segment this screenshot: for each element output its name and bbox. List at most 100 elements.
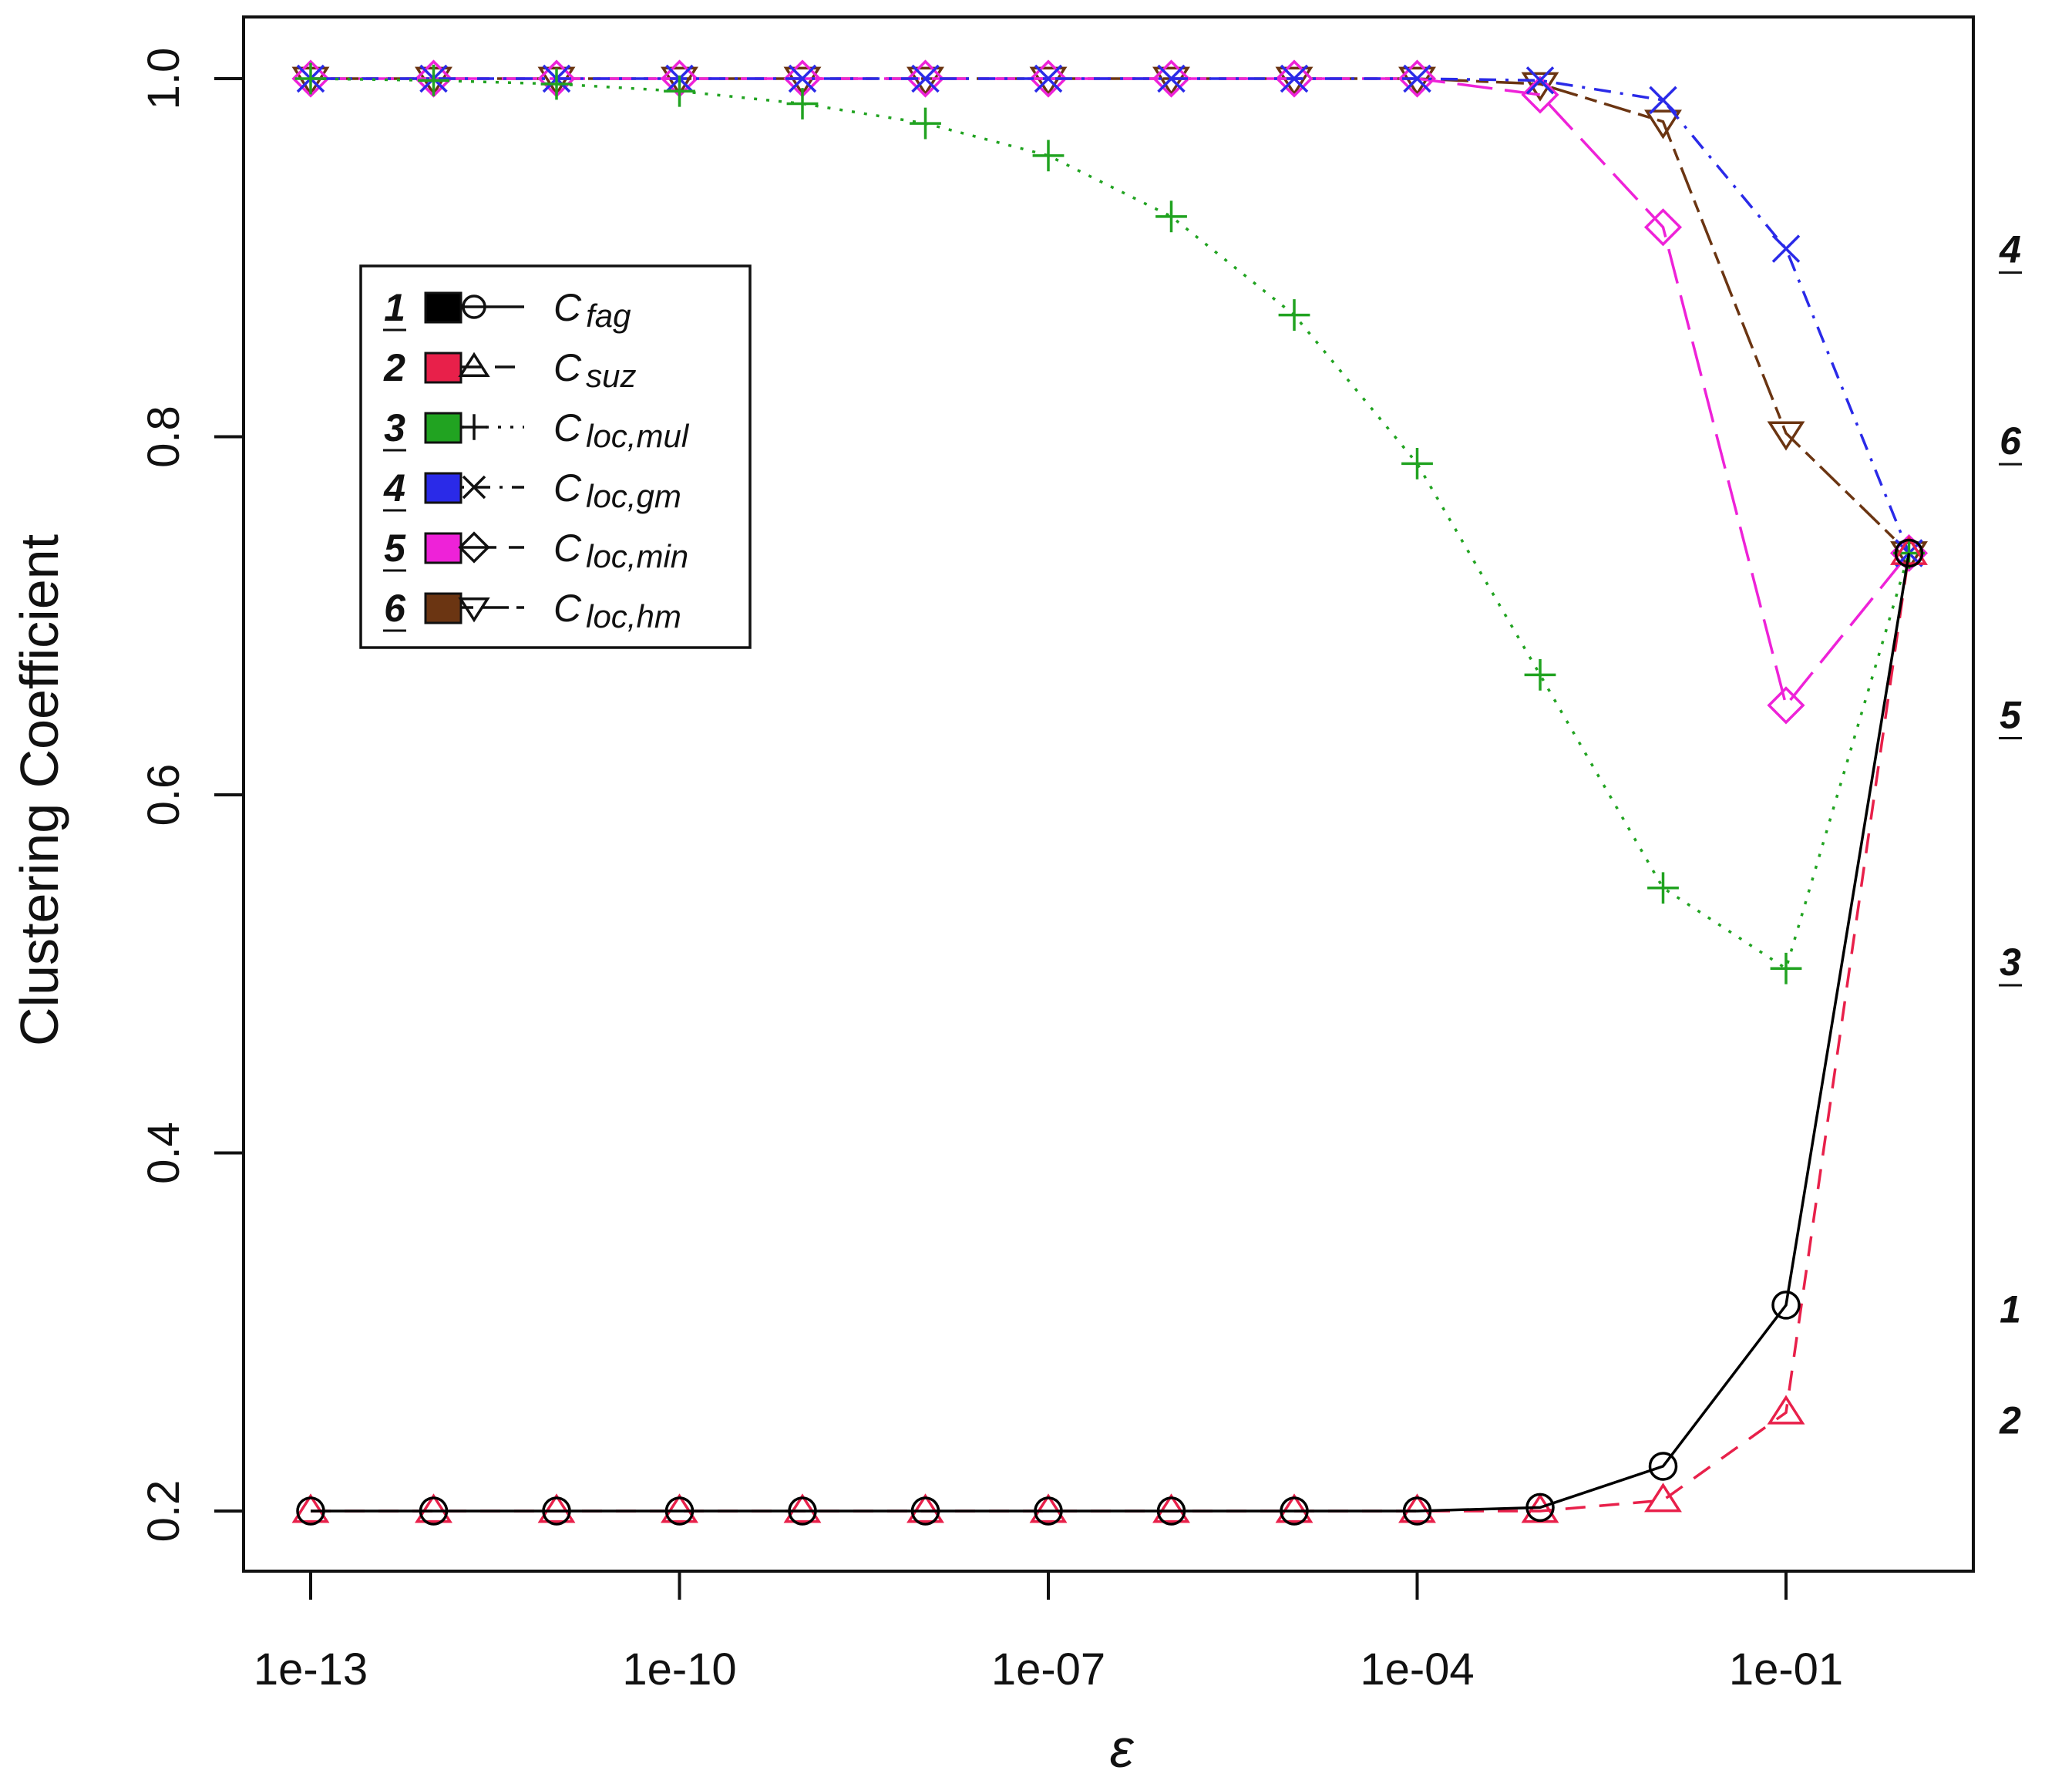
- data-point-3: [418, 64, 449, 96]
- legend-number: 2: [383, 346, 405, 389]
- legend-marker: [458, 352, 490, 377]
- data-point-5: [1398, 59, 1437, 98]
- data-point-2: [906, 1493, 944, 1523]
- data-point-6: [1029, 66, 1068, 96]
- data-point-5: [291, 59, 330, 98]
- data-point-2: [1275, 1493, 1314, 1523]
- axes: 1e-13 1e-10 1e-07 1e-04 1e-01 0.2 0.4 0.6 0.8 1.0: [139, 48, 1843, 1695]
- data-point-1: [664, 1496, 695, 1526]
- legend-marker: [462, 294, 486, 319]
- x-tick-label: 1e-01: [1729, 1644, 1843, 1695]
- legend-swatch: [424, 352, 462, 384]
- y-tick-label: 0.8: [139, 406, 189, 468]
- data-point-4: [1649, 86, 1677, 115]
- data-point-2: [1398, 1493, 1436, 1523]
- right-label-4: 4: [1999, 228, 2021, 271]
- data-point-6: [537, 66, 576, 96]
- data-point-1: [1525, 1493, 1555, 1523]
- data-point-6: [783, 66, 822, 96]
- data-point-2: [415, 1493, 452, 1523]
- data-point-1: [1280, 1496, 1309, 1526]
- data-point-1: [296, 1496, 325, 1526]
- right-label-5: 5: [2000, 693, 2022, 736]
- legend-number: 3: [384, 406, 405, 449]
- legend-box: [359, 264, 752, 649]
- data-point-1: [1402, 1496, 1432, 1526]
- right-label-6: 6: [2000, 419, 2022, 463]
- data-point-6: [906, 66, 944, 96]
- data-point-3: [1278, 299, 1310, 331]
- data-point-5: [1643, 208, 1683, 247]
- series-3: [294, 62, 1925, 984]
- legend-marker: [461, 414, 487, 440]
- legend-swatch: [424, 291, 462, 324]
- data-point-1: [1894, 538, 1924, 568]
- legend-number: 4: [383, 466, 405, 510]
- legend-swatch: [424, 412, 462, 444]
- data-point-4: [1771, 234, 1801, 263]
- data-point-5: [1029, 59, 1068, 98]
- x-tick-label: 1e-07: [991, 1644, 1105, 1695]
- y-tick-label: 0.4: [139, 1122, 189, 1184]
- data-point-5: [1275, 59, 1314, 98]
- y-tick-label: 0.2: [139, 1480, 189, 1543]
- legend-marker: [458, 597, 490, 623]
- series-group: [291, 59, 1929, 1526]
- data-point-4: [1157, 64, 1186, 93]
- data-point-3: [910, 107, 941, 140]
- legend-swatch: [424, 472, 462, 504]
- y-tick-label: 1.0: [139, 48, 189, 110]
- legend-swatch: [424, 532, 462, 564]
- data-point-4: [911, 64, 940, 93]
- data-point-3: [540, 68, 573, 100]
- data-point-3: [786, 88, 819, 119]
- data-point-1: [1156, 1496, 1186, 1526]
- data-point-4: [1403, 64, 1431, 93]
- data-point-1: [1648, 1452, 1678, 1481]
- data-point-3: [1032, 140, 1065, 172]
- data-point-1: [1034, 1496, 1063, 1526]
- data-point-2: [1767, 1395, 1805, 1425]
- data-point-2: [1029, 1493, 1068, 1523]
- data-point-5: [1152, 59, 1191, 98]
- right-labels: 4 6 5 3 1 2: [1999, 228, 2022, 1442]
- series-line-4: [311, 77, 1911, 554]
- data-point-1: [542, 1496, 571, 1526]
- data-point-6: [1644, 109, 1682, 140]
- legend-number: 5: [384, 527, 406, 570]
- data-point-1: [788, 1496, 817, 1526]
- data-point-6: [1152, 66, 1190, 96]
- x-tick-label: 1e-13: [254, 1644, 368, 1695]
- data-point-1: [910, 1496, 940, 1526]
- data-point-6: [1275, 66, 1314, 96]
- legend-swatch: [424, 592, 462, 624]
- data-point-3: [1155, 200, 1187, 233]
- series-line-2: [311, 553, 1911, 1513]
- data-point-2: [1644, 1483, 1682, 1513]
- data-point-4: [1280, 64, 1309, 93]
- data-point-4: [1525, 66, 1555, 95]
- x-axis-title: ε: [1110, 1718, 1135, 1773]
- legend-marker: [462, 475, 486, 500]
- data-point-1: [419, 1496, 449, 1526]
- series-1: [296, 538, 1924, 1526]
- y-axis-title: Clustering Coefficient: [9, 534, 69, 1046]
- data-point-2: [1890, 535, 1928, 565]
- data-point-3: [1647, 872, 1679, 904]
- data-point-3: [294, 62, 327, 95]
- data-point-5: [1767, 686, 1805, 725]
- data-point-2: [537, 1493, 576, 1523]
- data-point-4: [788, 64, 817, 93]
- series-2: [291, 535, 1928, 1523]
- data-point-3: [1524, 658, 1556, 691]
- data-point-6: [1767, 421, 1805, 451]
- data-point-3: [1770, 952, 1802, 984]
- data-point-5: [906, 59, 945, 98]
- data-point-2: [1152, 1493, 1190, 1523]
- x-tick-label: 1e-10: [622, 1644, 736, 1695]
- x-tick-label: 1e-04: [1360, 1644, 1474, 1695]
- legend-marker: [458, 531, 490, 564]
- data-point-3: [1401, 447, 1433, 480]
